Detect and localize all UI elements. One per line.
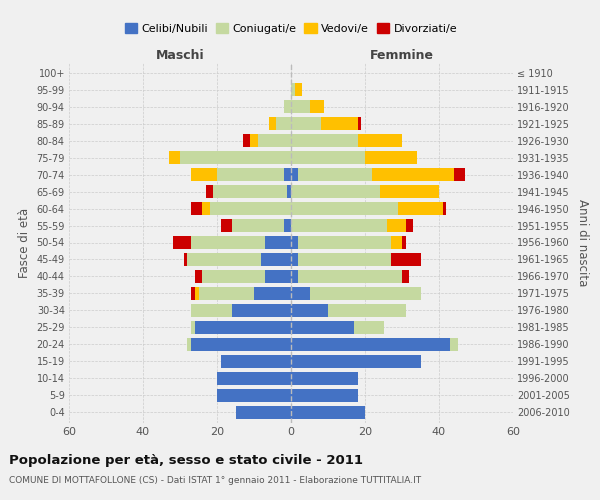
Bar <box>202 202 209 215</box>
Bar <box>354 321 383 334</box>
Bar <box>402 236 406 249</box>
Text: Maschi: Maschi <box>155 48 205 62</box>
Bar <box>243 134 250 147</box>
Bar <box>184 253 187 266</box>
Bar <box>202 270 265 283</box>
Bar <box>443 202 446 215</box>
Bar <box>320 118 358 130</box>
Bar <box>402 270 409 283</box>
Bar <box>291 168 298 181</box>
Bar <box>262 253 291 266</box>
Bar <box>232 219 284 232</box>
Bar <box>265 236 291 249</box>
Bar <box>291 118 320 130</box>
Bar <box>291 287 310 300</box>
Bar <box>380 185 439 198</box>
Text: Femmine: Femmine <box>370 48 434 62</box>
Bar <box>387 219 406 232</box>
Bar <box>206 185 214 198</box>
Bar <box>250 134 258 147</box>
Bar <box>217 389 291 402</box>
Bar <box>195 287 199 300</box>
Bar <box>291 338 450 351</box>
Bar <box>328 304 406 317</box>
Bar <box>173 236 191 249</box>
Bar <box>265 270 291 283</box>
Bar <box>209 202 291 215</box>
Bar <box>214 185 287 198</box>
Bar <box>284 100 291 113</box>
Bar <box>358 118 361 130</box>
Bar <box>291 372 358 384</box>
Bar <box>291 389 358 402</box>
Bar <box>221 219 232 232</box>
Bar <box>298 253 391 266</box>
Bar <box>276 118 291 130</box>
Bar <box>291 84 295 96</box>
Bar <box>310 287 421 300</box>
Bar <box>291 185 380 198</box>
Bar <box>298 168 373 181</box>
Bar <box>180 151 291 164</box>
Bar <box>195 321 291 334</box>
Bar <box>358 134 402 147</box>
Bar <box>191 321 195 334</box>
Bar <box>291 202 398 215</box>
Bar <box>191 304 232 317</box>
Bar <box>287 185 291 198</box>
Bar <box>310 100 325 113</box>
Bar <box>187 338 191 351</box>
Bar <box>295 84 302 96</box>
Bar <box>235 406 291 418</box>
Bar <box>195 270 202 283</box>
Bar <box>199 287 254 300</box>
Bar <box>365 151 417 164</box>
Bar <box>191 236 265 249</box>
Bar <box>291 100 310 113</box>
Bar <box>191 202 202 215</box>
Bar <box>291 321 354 334</box>
Bar <box>391 253 421 266</box>
Bar <box>291 236 298 249</box>
Bar <box>284 219 291 232</box>
Bar <box>291 253 298 266</box>
Bar <box>391 236 402 249</box>
Bar <box>169 151 180 164</box>
Bar <box>191 287 195 300</box>
Bar <box>291 270 298 283</box>
Bar <box>406 219 413 232</box>
Bar <box>291 355 421 368</box>
Bar <box>291 304 328 317</box>
Bar <box>450 338 458 351</box>
Bar <box>191 168 217 181</box>
Bar <box>258 134 291 147</box>
Text: Popolazione per età, sesso e stato civile - 2011: Popolazione per età, sesso e stato civil… <box>9 454 363 467</box>
Bar <box>373 168 454 181</box>
Text: COMUNE DI MOTTAFOLLONE (CS) - Dati ISTAT 1° gennaio 2011 - Elaborazione TUTTITAL: COMUNE DI MOTTAFOLLONE (CS) - Dati ISTAT… <box>9 476 421 485</box>
Bar <box>187 253 262 266</box>
Bar <box>398 202 443 215</box>
Bar <box>291 219 387 232</box>
Bar <box>191 338 291 351</box>
Bar <box>291 151 365 164</box>
Bar <box>217 168 284 181</box>
Bar <box>232 304 291 317</box>
Legend: Celibi/Nubili, Coniugati/e, Vedovi/e, Divorziati/e: Celibi/Nubili, Coniugati/e, Vedovi/e, Di… <box>123 22 459 36</box>
Bar <box>221 355 291 368</box>
Y-axis label: Fasce di età: Fasce di età <box>18 208 31 278</box>
Y-axis label: Anni di nascita: Anni di nascita <box>577 199 589 286</box>
Bar <box>284 168 291 181</box>
Bar <box>291 134 358 147</box>
Bar <box>217 372 291 384</box>
Bar <box>298 270 402 283</box>
Bar <box>254 287 291 300</box>
Bar <box>454 168 465 181</box>
Bar <box>298 236 391 249</box>
Bar <box>291 406 365 418</box>
Bar <box>269 118 276 130</box>
